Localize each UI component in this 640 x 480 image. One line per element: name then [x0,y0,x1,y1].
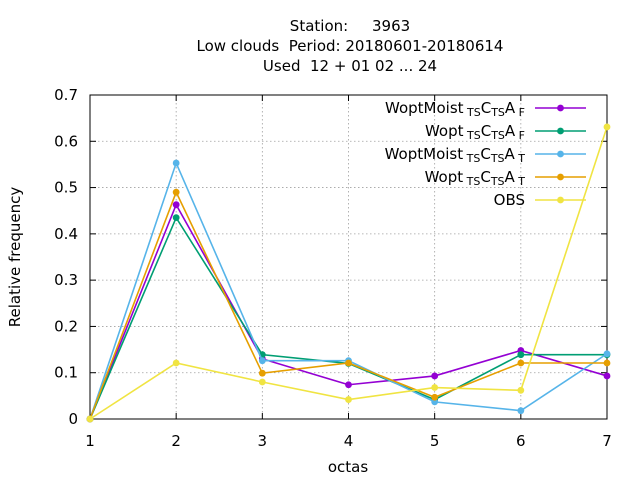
x-tick-label: 2 [171,432,181,450]
legend-marker [557,173,564,181]
data-point [603,372,611,380]
data-point [603,350,611,358]
data-point [603,123,611,131]
y-tick-label: 0.6 [54,132,78,150]
y-axis-label: Relative frequency [6,187,24,328]
chart-title-line-1: Station: 3963 [289,17,411,35]
y-tick-label: 0.4 [54,225,78,243]
series-lines [86,123,611,423]
data-point [172,359,180,367]
data-point [517,351,525,359]
data-point [345,359,352,367]
data-point [345,381,352,389]
data-point [258,378,266,386]
axis-ticks: 0 0.1 0.2 0.3 0.4 0.5 0.6 0.7 1 2 3 4 5 6 7 [54,86,612,450]
y-tick-label: 0.2 [54,317,78,335]
y-tick-label: 0 [68,410,78,428]
grid [90,95,607,419]
legend-entry: OBS [494,191,586,209]
y-tick-label: 0.7 [54,86,78,104]
y-tick-label: 0.1 [54,364,78,382]
data-point [172,214,180,222]
data-point [431,372,439,380]
data-point [86,415,94,423]
legend-label: Wopt TSCTSA F [425,122,525,142]
x-axis-label: octas [328,458,368,476]
legend: WoptMoist TSCTSA F Wopt TSCTSA F WoptMoist… [385,99,586,209]
legend-label: WoptMoist TSCTSA F [385,99,525,119]
x-tick-label: 1 [85,432,95,450]
x-tick-label: 4 [344,432,354,450]
legend-label: OBS [494,191,525,209]
series-4 [86,123,611,423]
data-point [172,188,180,196]
series-0 [86,201,611,423]
y-tick-label: 0.3 [54,271,78,289]
data-point [517,386,525,394]
chart-title-line-2: Low clouds Period: 20180601-20180614 [196,37,504,55]
legend-entry: Wopt TSCTSA T [425,168,586,188]
legend-marker [557,104,564,112]
x-tick-label: 7 [602,432,612,450]
y-tick-label: 0.5 [54,179,78,197]
legend-marker [557,127,564,135]
data-point [431,393,439,401]
legend-marker [557,150,564,158]
data-point [172,159,180,167]
data-point [517,359,525,367]
data-point [431,384,439,391]
legend-label: WoptMoist TSCTSA T [385,145,526,165]
x-tick-label: 6 [516,432,526,450]
legend-entry: WoptMoist TSCTSA F [385,99,586,119]
legend-marker [557,196,564,204]
x-tick-label: 5 [430,432,440,450]
legend-entry: Wopt TSCTSA F [425,122,586,142]
legend-label: Wopt TSCTSA T [425,168,526,188]
data-point [258,369,266,377]
data-point [345,396,352,403]
data-point [172,201,180,209]
x-tick-label: 3 [258,432,268,450]
data-point [258,357,266,365]
data-point [517,407,525,415]
chart-title-line-3: Used 12 + 01 02 ... 24 [262,57,438,75]
data-point [603,359,611,367]
legend-entry: WoptMoist TSCTSA T [385,145,586,165]
